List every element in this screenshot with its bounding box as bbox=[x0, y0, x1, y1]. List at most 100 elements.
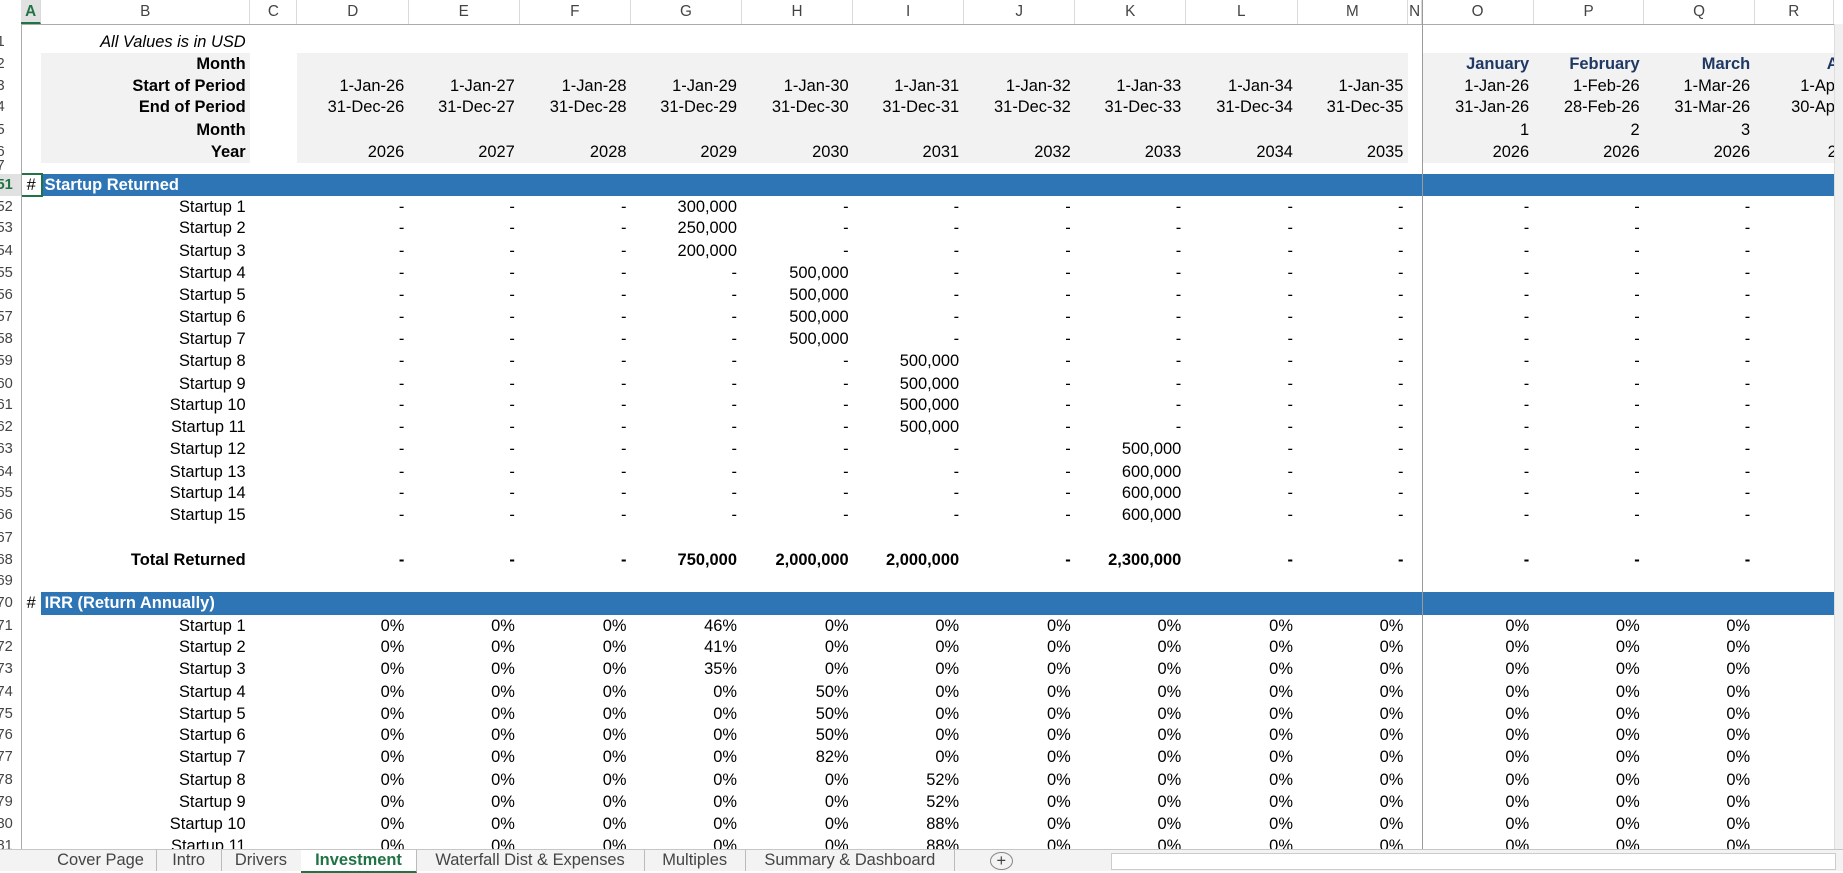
period-year: 2035 bbox=[1366, 143, 1404, 162]
row-header-63[interactable]: 63 bbox=[0, 441, 13, 458]
row-header-81[interactable]: 81 bbox=[0, 837, 13, 849]
row-header-51[interactable]: 51 bbox=[0, 173, 22, 197]
row-header-1[interactable]: 1 bbox=[0, 31, 21, 53]
sheet-tab-investment[interactable]: Investment bbox=[300, 849, 418, 873]
row-header-69[interactable]: 69 bbox=[0, 573, 13, 590]
value-cell: - bbox=[953, 483, 960, 502]
column-header-b[interactable]: B bbox=[41, 0, 251, 24]
row-header-76[interactable]: 76 bbox=[0, 727, 13, 744]
value-cell: - bbox=[1175, 264, 1182, 283]
irr-cell: 0% bbox=[380, 616, 405, 635]
total-value: - bbox=[1634, 550, 1640, 569]
row-header-2[interactable]: 2 bbox=[0, 53, 21, 75]
column-header-l[interactable]: L bbox=[1186, 0, 1298, 24]
row-header-52[interactable]: 52 bbox=[0, 199, 13, 216]
value-cell: - bbox=[843, 418, 849, 437]
column-header-i[interactable]: I bbox=[853, 0, 964, 24]
value-cell: - bbox=[509, 307, 515, 326]
row-header-55[interactable]: 55 bbox=[0, 265, 13, 282]
row-header-64[interactable]: 64 bbox=[0, 463, 13, 480]
column-header-r[interactable]: R bbox=[1755, 0, 1834, 24]
column-header-d[interactable]: D bbox=[297, 0, 410, 24]
column-header-n[interactable]: N bbox=[1408, 0, 1423, 24]
column-header-m[interactable]: M bbox=[1298, 0, 1409, 24]
row-header-5[interactable]: 5 bbox=[0, 119, 21, 141]
row-header-80[interactable]: 80 bbox=[0, 816, 13, 833]
row-header-73[interactable]: 73 bbox=[0, 661, 13, 678]
row-header-66[interactable]: 66 bbox=[0, 507, 13, 524]
row-header-60[interactable]: 60 bbox=[0, 375, 13, 392]
column-header-g[interactable]: G bbox=[631, 0, 742, 24]
column-header-c[interactable]: C bbox=[250, 0, 298, 24]
irr-cell: 0% bbox=[713, 836, 737, 849]
add-sheet-button[interactable]: + bbox=[989, 851, 1013, 871]
row-header-74[interactable]: 74 bbox=[0, 683, 13, 700]
row-header-57[interactable]: 57 bbox=[0, 308, 13, 325]
row-label: Startup 11 bbox=[171, 836, 246, 849]
row-header-68[interactable]: 68 bbox=[0, 551, 13, 568]
column-header-q[interactable]: Q bbox=[1644, 0, 1755, 24]
selected-cell-a51[interactable] bbox=[22, 172, 44, 198]
row-header-53[interactable]: 53 bbox=[0, 220, 13, 237]
row-header-54[interactable]: 54 bbox=[0, 242, 13, 259]
column-header-o[interactable]: O bbox=[1422, 0, 1534, 24]
value-cell: - bbox=[1397, 395, 1404, 414]
irr-cell: 0% bbox=[1157, 770, 1182, 789]
irr-cell: 0% bbox=[602, 682, 627, 701]
row-header-7[interactable]: 7 bbox=[0, 159, 21, 174]
column-header-h[interactable]: H bbox=[742, 0, 854, 24]
period-end: 31-Dec-29 bbox=[660, 98, 737, 117]
row-header-4[interactable]: 4 bbox=[0, 96, 21, 118]
value-cell: - bbox=[1065, 483, 1071, 502]
row-header-3[interactable]: 3 bbox=[0, 75, 21, 97]
sheet-tab-summary-dashboard[interactable]: Summary & Dashboard bbox=[745, 849, 956, 871]
row-header-75[interactable]: 75 bbox=[0, 705, 13, 722]
irr-cell: 0% bbox=[713, 815, 737, 834]
sheet-tab-multiples[interactable]: Multiples bbox=[644, 849, 747, 871]
irr-cell: 0% bbox=[824, 637, 849, 656]
row-header-67[interactable]: 67 bbox=[0, 529, 13, 546]
row-header-62[interactable]: 62 bbox=[0, 419, 13, 436]
period-year: 2026 bbox=[1492, 143, 1530, 162]
irr-header-title: IRR (Return Annually) bbox=[44, 594, 215, 613]
value-cell: - bbox=[1634, 395, 1640, 414]
irr-cell: 0% bbox=[935, 616, 960, 635]
value-cell: - bbox=[1287, 395, 1293, 414]
row-header-70[interactable]: 70 bbox=[0, 595, 13, 612]
row-header-72[interactable]: 72 bbox=[0, 638, 13, 655]
row-header-78[interactable]: 78 bbox=[0, 771, 13, 788]
value-cell: 600,000 bbox=[1121, 462, 1182, 481]
value-cell: - bbox=[1287, 440, 1293, 459]
sheet-tab-drivers[interactable]: Drivers bbox=[221, 849, 302, 871]
row-header-65[interactable]: 65 bbox=[0, 484, 13, 501]
column-header-p[interactable]: P bbox=[1534, 0, 1645, 24]
row-header-6[interactable]: 6 bbox=[0, 141, 21, 163]
column-header-k[interactable]: K bbox=[1075, 0, 1186, 24]
row-header-71[interactable]: 71 bbox=[0, 617, 13, 634]
column-header-e[interactable]: E bbox=[409, 0, 520, 24]
row-header-79[interactable]: 79 bbox=[0, 794, 13, 811]
value-cell: - bbox=[1287, 462, 1293, 481]
column-header-j[interactable]: J bbox=[964, 0, 1076, 24]
value-cell: - bbox=[843, 219, 849, 238]
irr-cell: 0% bbox=[1505, 793, 1530, 812]
row-label: Startup 4 bbox=[178, 264, 246, 283]
row-header-56[interactable]: 56 bbox=[0, 287, 13, 304]
irr-cell: 0% bbox=[602, 726, 627, 745]
value-cell: - bbox=[1397, 241, 1404, 260]
row-header-58[interactable]: 58 bbox=[0, 330, 13, 347]
sheet-tab-waterfall-dist-expenses[interactable]: Waterfall Dist & Expenses bbox=[416, 849, 646, 871]
column-header-a[interactable]: A bbox=[21, 0, 42, 24]
worksheet-grid[interactable]: All Values is in USD Month Start of Period… bbox=[22, 25, 1834, 849]
row-header-61[interactable]: 61 bbox=[0, 396, 13, 413]
horizontal-scrollbar[interactable] bbox=[1110, 853, 1836, 871]
value-cell: - bbox=[1523, 352, 1530, 371]
vertical-scrollbar[interactable] bbox=[1833, 23, 1843, 849]
row-header-77[interactable]: 77 bbox=[0, 749, 13, 766]
row-header-59[interactable]: 59 bbox=[0, 353, 13, 370]
row-label: Startup 5 bbox=[178, 286, 246, 305]
sheet-tab-cover-page[interactable]: Cover Page bbox=[45, 849, 158, 871]
sheet-tab-intro[interactable]: Intro bbox=[156, 849, 222, 871]
column-header-f[interactable]: F bbox=[520, 0, 632, 24]
value-cell: - bbox=[1523, 395, 1530, 414]
